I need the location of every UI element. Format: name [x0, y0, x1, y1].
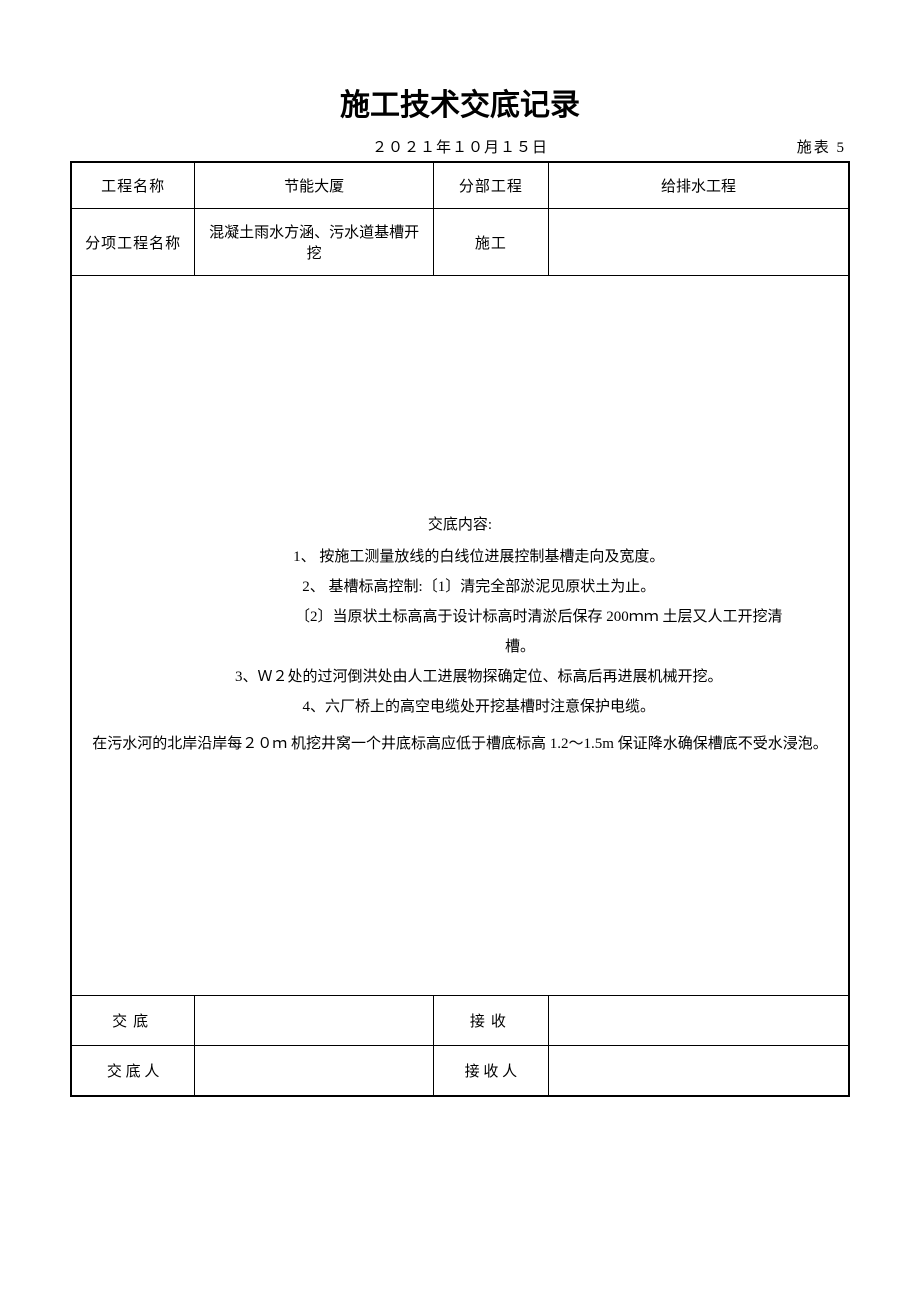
- content-line-2: 2、 基槽标高控制:〔1〕清完全部淤泥见原状土为止。: [80, 572, 840, 602]
- value-subproject: 给排水工程: [548, 162, 849, 209]
- label-disclose-person: 交 底 人: [71, 1046, 195, 1096]
- content-line-3: 〔2〕当原状土标高高于设计标高时清淤后保存 200ｍｍ 土层又人工开挖清: [80, 602, 840, 632]
- label-receive: 接收: [433, 996, 548, 1046]
- header-row-2: 分项工程名称 混凝土雨水方涵、污水道基槽开挖 施工: [71, 209, 849, 276]
- value-construction: [548, 209, 849, 276]
- footer-row-1: 交底 接收: [71, 996, 849, 1046]
- footer-row-2: 交 底 人 接 收 人: [71, 1046, 849, 1096]
- value-project-name: 节能大厦: [195, 162, 434, 209]
- content-cell: 交底内容: 1、 按施工测量放线的白线位进展控制基槽走向及宽度。 2、 基槽标高…: [71, 276, 849, 996]
- label-receive-person: 接 收 人: [433, 1046, 548, 1096]
- value-item-name: 混凝土雨水方涵、污水道基槽开挖: [195, 209, 434, 276]
- value-disclose: [195, 996, 434, 1046]
- content-heading: 交底内容:: [80, 510, 840, 540]
- page-title: 施工技术交底记录: [70, 80, 850, 124]
- content-line-1: 1、 按施工测量放线的白线位进展控制基槽走向及宽度。: [80, 542, 840, 572]
- header-row-1: 工程名称 节能大厦 分部工程 给排水工程: [71, 162, 849, 209]
- value-receive-person: [548, 1046, 849, 1096]
- date-text: ２０２１年１０月１５日: [154, 136, 766, 157]
- label-item-name: 分项工程名称: [71, 209, 195, 276]
- form-number: 施表 5: [766, 136, 846, 157]
- label-disclose: 交底: [71, 996, 195, 1046]
- label-project-name: 工程名称: [71, 162, 195, 209]
- content-paragraph: 在污水河的北岸沿岸每２０ｍ 机挖井窝一个井底标高应低于槽底标高 1.2～1.5m…: [80, 728, 840, 761]
- date-row: ２０２１年１０月１５日 施表 5: [70, 136, 850, 157]
- main-table: 工程名称 节能大厦 分部工程 给排水工程 分项工程名称 混凝土雨水方涵、污水道基…: [70, 161, 850, 1097]
- content-row: 交底内容: 1、 按施工测量放线的白线位进展控制基槽走向及宽度。 2、 基槽标高…: [71, 276, 849, 996]
- value-receive: [548, 996, 849, 1046]
- content-line-5: 4、六厂桥上的高空电缆处开挖基槽时注意保护电缆。: [80, 692, 840, 722]
- content-line-3b: 槽。: [80, 632, 840, 662]
- label-subproject: 分部工程: [433, 162, 548, 209]
- value-disclose-person: [195, 1046, 434, 1096]
- label-construction: 施工: [433, 209, 548, 276]
- content-line-4: 3、Ｗ２处的过河倒洪处由人工进展物探确定位、标高后再进展机械开挖。: [80, 662, 840, 692]
